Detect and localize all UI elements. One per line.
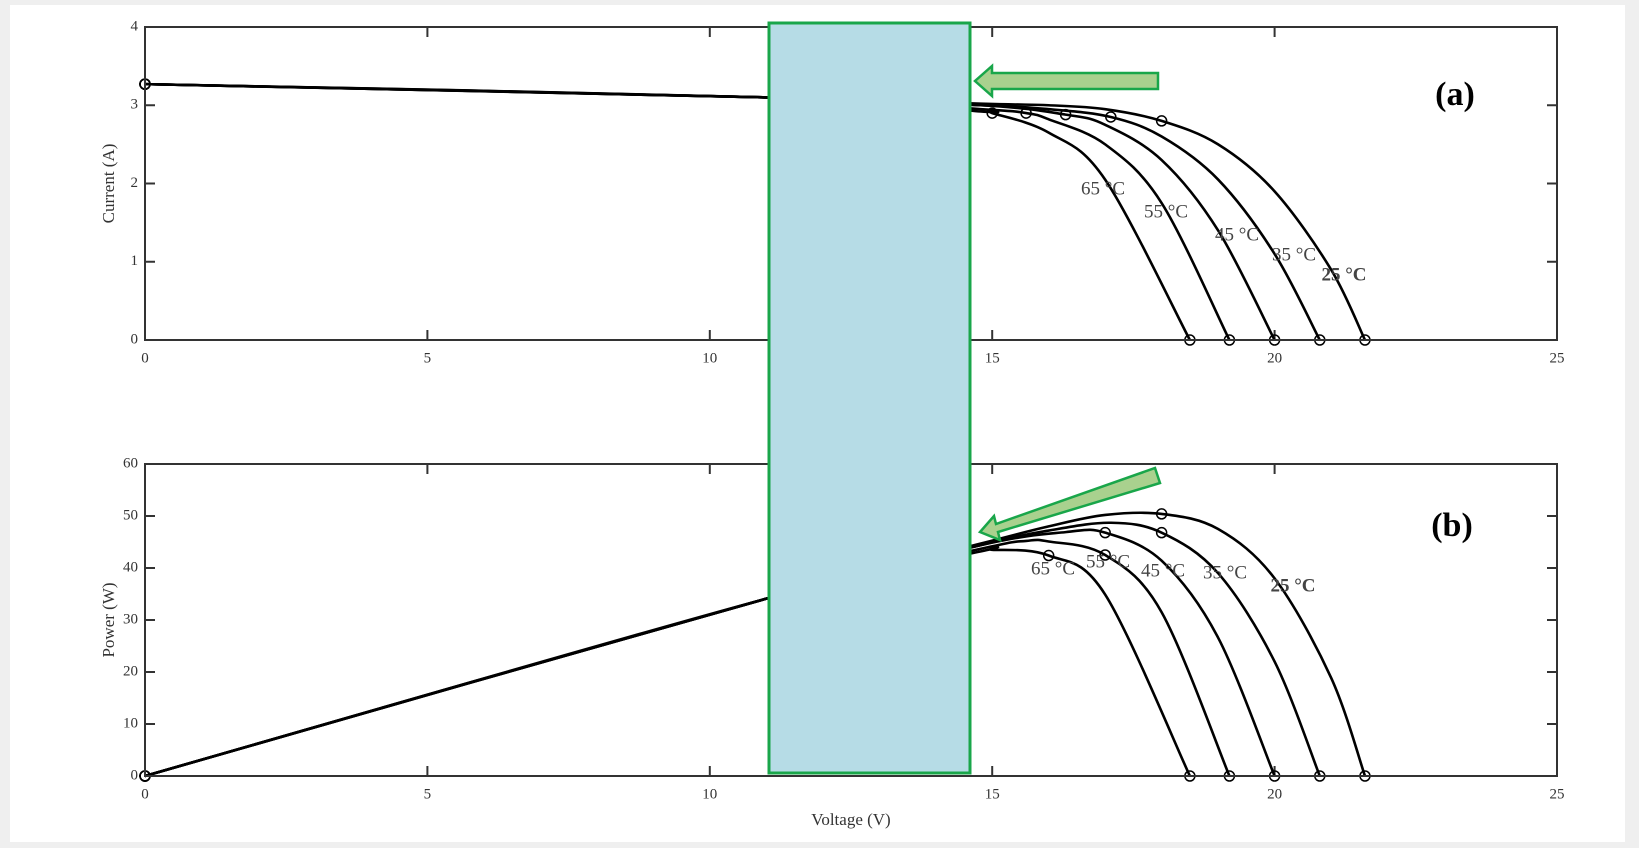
y-axis-label: Power (W)	[99, 582, 118, 657]
x-tick-label: 5	[424, 786, 432, 802]
x-tick-label: 0	[141, 786, 149, 802]
y-tick-label: 60	[123, 455, 138, 471]
x-tick-label: 15	[985, 786, 1000, 802]
y-tick-label: 1	[131, 253, 139, 269]
series-label: 25 °C	[1321, 264, 1366, 285]
y-tick-label: 10	[123, 715, 138, 731]
point-marker	[1105, 111, 1117, 123]
series-label: 55 °C	[1086, 551, 1130, 572]
series-label: 35 °C	[1203, 562, 1247, 583]
y-tick-label: 50	[123, 507, 138, 523]
series-label: 55 °C	[1144, 201, 1188, 222]
x-axis-label: Voltage (V)	[811, 810, 890, 829]
y-axis-label: Current (A)	[99, 144, 118, 224]
y-tick-label: 4	[131, 18, 139, 34]
x-tick-label: 20	[1267, 786, 1282, 802]
y-tick-label: 0	[131, 767, 139, 783]
x-tick-label: 25	[1550, 786, 1565, 802]
y-tick-label: 30	[123, 611, 138, 627]
arrow-a	[973, 63, 1160, 99]
y-tick-label: 20	[123, 663, 138, 679]
series-line	[144, 545, 1192, 778]
x-tick-label: 20	[1267, 350, 1282, 366]
panel-label: (b)	[1431, 507, 1473, 544]
x-tick-label: 0	[141, 350, 149, 366]
point-marker	[1099, 526, 1111, 539]
overlay-box	[767, 21, 972, 775]
series-label: 65 °C	[1031, 558, 1075, 579]
x-tick-label: 10	[702, 350, 717, 366]
panel-label: (a)	[1435, 76, 1475, 113]
point-marker	[1155, 115, 1168, 127]
point-marker	[986, 107, 998, 119]
point-marker	[1155, 526, 1168, 539]
arrow-b	[977, 466, 1162, 543]
series-line	[144, 82, 1192, 341]
point-marker	[1042, 549, 1055, 562]
y-tick-label: 3	[131, 97, 139, 113]
y-tick-label: 0	[131, 331, 139, 347]
x-tick-label: 25	[1550, 350, 1565, 366]
point-marker	[1020, 107, 1032, 119]
y-tick-label: 2	[131, 175, 139, 191]
series-label: 65 °C	[1081, 178, 1125, 199]
series-label: 45 °C	[1215, 224, 1259, 245]
x-tick-label: 10	[702, 786, 717, 802]
series-label: 45 °C	[1141, 560, 1185, 581]
point-marker	[1099, 549, 1111, 561]
series-label: 35 °C	[1272, 244, 1316, 265]
point-marker	[1155, 508, 1168, 520]
x-tick-label: 5	[424, 350, 432, 366]
point-marker	[1059, 108, 1072, 121]
x-tick-label: 15	[985, 350, 1000, 366]
series-label: 25 °C	[1270, 575, 1315, 596]
y-tick-label: 40	[123, 559, 138, 575]
